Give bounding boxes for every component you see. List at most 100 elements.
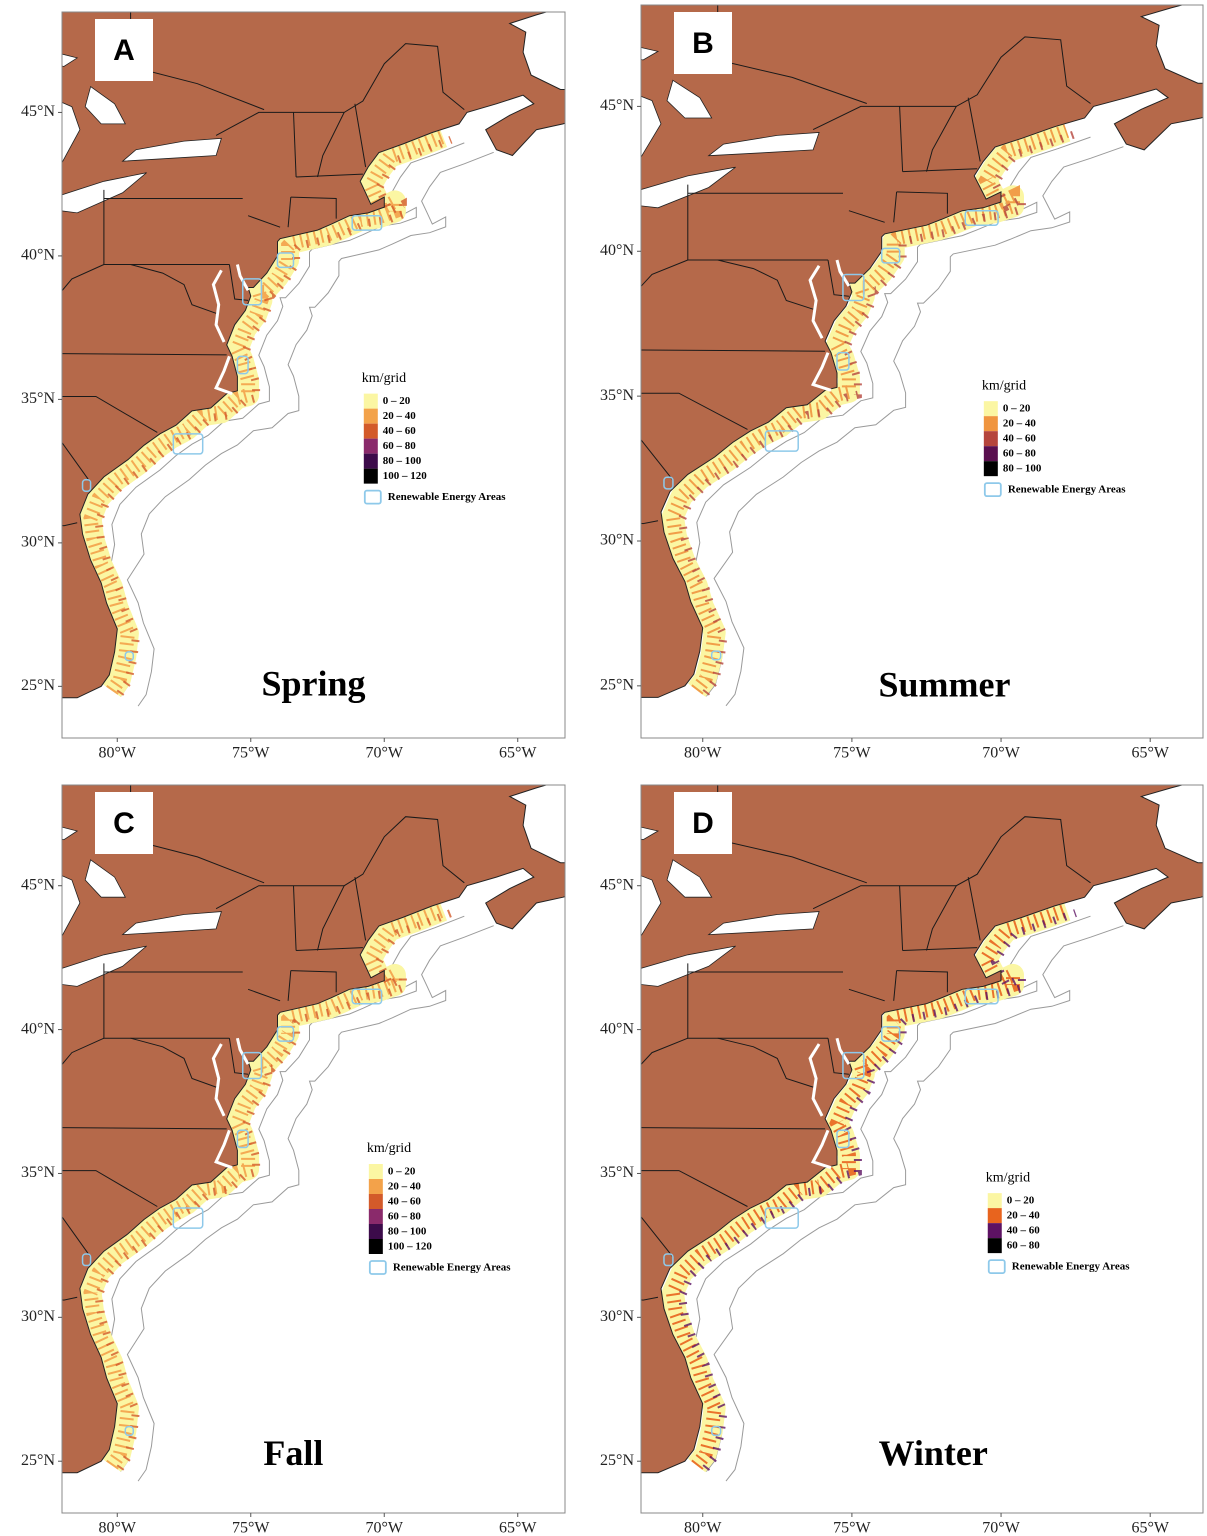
- legend-label: 80 – 100: [388, 1226, 427, 1238]
- legend-swatch: [364, 469, 378, 484]
- figure: 45°N 40°N 35°N 30°N 25°N 80°W 75°W 70°W 65°W A Spr…: [0, 0, 1207, 1536]
- season-label: Fall: [263, 1433, 323, 1473]
- lon-tick-label: 80°W: [684, 745, 722, 762]
- legend-swatch: [369, 1239, 383, 1254]
- panel-letter: A: [113, 34, 135, 67]
- legend-label: 100 – 120: [388, 1241, 433, 1253]
- lat-tick-label: 25°N: [600, 1452, 634, 1469]
- lon-tick-label: 75°W: [833, 1520, 871, 1536]
- map-panel: [32, 779, 651, 1513]
- map-panel: [607, 0, 1207, 738]
- page: 45°N 40°N 35°N 30°N 25°N 80°W 75°W 70°W 65°W A Spr…: [0, 0, 1207, 1536]
- lon-tick-label: 70°W: [982, 1520, 1020, 1536]
- season-label: Summer: [878, 664, 1010, 704]
- lat-tick-label: 25°N: [21, 1452, 55, 1469]
- lon-tick-label: 65°W: [499, 745, 537, 762]
- lon-tick-label: 70°W: [366, 745, 404, 762]
- legend-swatch: [988, 1208, 1002, 1223]
- legend-label: 20 – 40: [1003, 418, 1037, 430]
- legend-label: 60 – 80: [1007, 1240, 1041, 1252]
- map-panel: [607, 779, 1207, 1513]
- lat-tick-label: 30°N: [600, 532, 634, 549]
- legend-label: 60 – 80: [383, 440, 417, 452]
- legend-swatch: [984, 461, 998, 476]
- legend-swatch: [984, 431, 998, 446]
- panel-letter: C: [113, 807, 135, 840]
- legend-swatch: [988, 1193, 1002, 1208]
- legend-swatch: [369, 1209, 383, 1224]
- season-label: Spring: [261, 663, 365, 703]
- lat-tick-label: 40°N: [600, 1020, 634, 1037]
- legend-label: 80 – 100: [1003, 463, 1042, 475]
- lat-tick-label: 40°N: [600, 242, 634, 259]
- legend-swatch: [369, 1179, 383, 1194]
- legend-label: 40 – 60: [383, 425, 417, 437]
- legend-label: 80 – 100: [383, 455, 422, 467]
- legend-swatch: [988, 1223, 1002, 1238]
- legend-area-label: Renewable Energy Areas: [393, 1262, 511, 1274]
- season-label: Winter: [879, 1433, 988, 1473]
- lon-tick-label: 70°W: [982, 745, 1020, 762]
- lat-tick-label: 30°N: [21, 1308, 55, 1325]
- legend-swatch: [369, 1194, 383, 1209]
- lat-tick-label: 45°N: [21, 103, 55, 120]
- legend-swatch: [369, 1164, 383, 1179]
- legend-label: 40 – 60: [1003, 433, 1037, 445]
- legend-swatch: [364, 424, 378, 439]
- legend-label: 0 – 20: [388, 1166, 416, 1178]
- legend-label: 20 – 40: [1007, 1210, 1041, 1222]
- legend-swatch: [984, 416, 998, 431]
- legend-title: km/grid: [362, 371, 406, 386]
- lat-tick-label: 30°N: [21, 534, 55, 551]
- legend-area-label: Renewable Energy Areas: [1008, 484, 1126, 496]
- lon-tick-label: 75°W: [232, 745, 270, 762]
- legend-label: 60 – 80: [1003, 448, 1037, 460]
- panel-letter: D: [692, 807, 714, 840]
- legend-swatch: [369, 1224, 383, 1239]
- legend-swatch: [988, 1238, 1002, 1253]
- lon-tick-label: 65°W: [499, 1520, 537, 1536]
- legend-swatch: [364, 454, 378, 469]
- lat-tick-label: 35°N: [600, 387, 634, 404]
- lon-tick-label: 65°W: [1131, 1520, 1169, 1536]
- lon-tick-label: 80°W: [99, 1520, 137, 1536]
- lat-tick-label: 45°N: [21, 876, 55, 893]
- legend-label: 60 – 80: [388, 1211, 422, 1223]
- lat-tick-label: 40°N: [21, 1020, 55, 1037]
- legend-label: 20 – 40: [383, 410, 417, 422]
- legend-title: km/grid: [986, 1170, 1030, 1185]
- lat-tick-label: 35°N: [21, 1164, 55, 1181]
- legend-label: 0 – 20: [1007, 1195, 1035, 1207]
- lon-tick-label: 80°W: [684, 1520, 722, 1536]
- lat-tick-label: 25°N: [21, 677, 55, 694]
- lat-tick-label: 45°N: [600, 876, 634, 893]
- panel-letter: B: [692, 27, 714, 60]
- legend-label: 40 – 60: [1007, 1225, 1041, 1237]
- lat-tick-label: 35°N: [21, 390, 55, 407]
- legend-title: km/grid: [367, 1141, 411, 1156]
- legend-label: 100 – 120: [383, 470, 428, 482]
- lon-tick-label: 75°W: [833, 745, 871, 762]
- lat-tick-label: 45°N: [600, 97, 634, 114]
- legend-label: 20 – 40: [388, 1181, 422, 1193]
- lat-tick-label: 25°N: [600, 677, 634, 694]
- lat-tick-label: 40°N: [21, 247, 55, 264]
- legend-title: km/grid: [982, 378, 1026, 393]
- legend-swatch: [364, 439, 378, 454]
- legend-label: 0 – 20: [1003, 403, 1031, 415]
- lon-tick-label: 70°W: [366, 1520, 404, 1536]
- lat-tick-label: 30°N: [600, 1308, 634, 1325]
- legend-area-label: Renewable Energy Areas: [388, 491, 506, 503]
- legend-swatch: [984, 446, 998, 461]
- legend-area-label: Renewable Energy Areas: [1012, 1261, 1130, 1273]
- legend-label: 40 – 60: [388, 1196, 422, 1208]
- lat-tick-label: 35°N: [600, 1164, 634, 1181]
- lon-tick-label: 80°W: [99, 745, 137, 762]
- legend-swatch: [364, 394, 378, 409]
- legend-label: 0 – 20: [383, 395, 411, 407]
- legend-swatch: [364, 409, 378, 424]
- legend-swatch: [984, 401, 998, 416]
- lon-tick-label: 75°W: [232, 1520, 270, 1536]
- map-panel: [32, 6, 651, 738]
- lon-tick-label: 65°W: [1131, 745, 1169, 762]
